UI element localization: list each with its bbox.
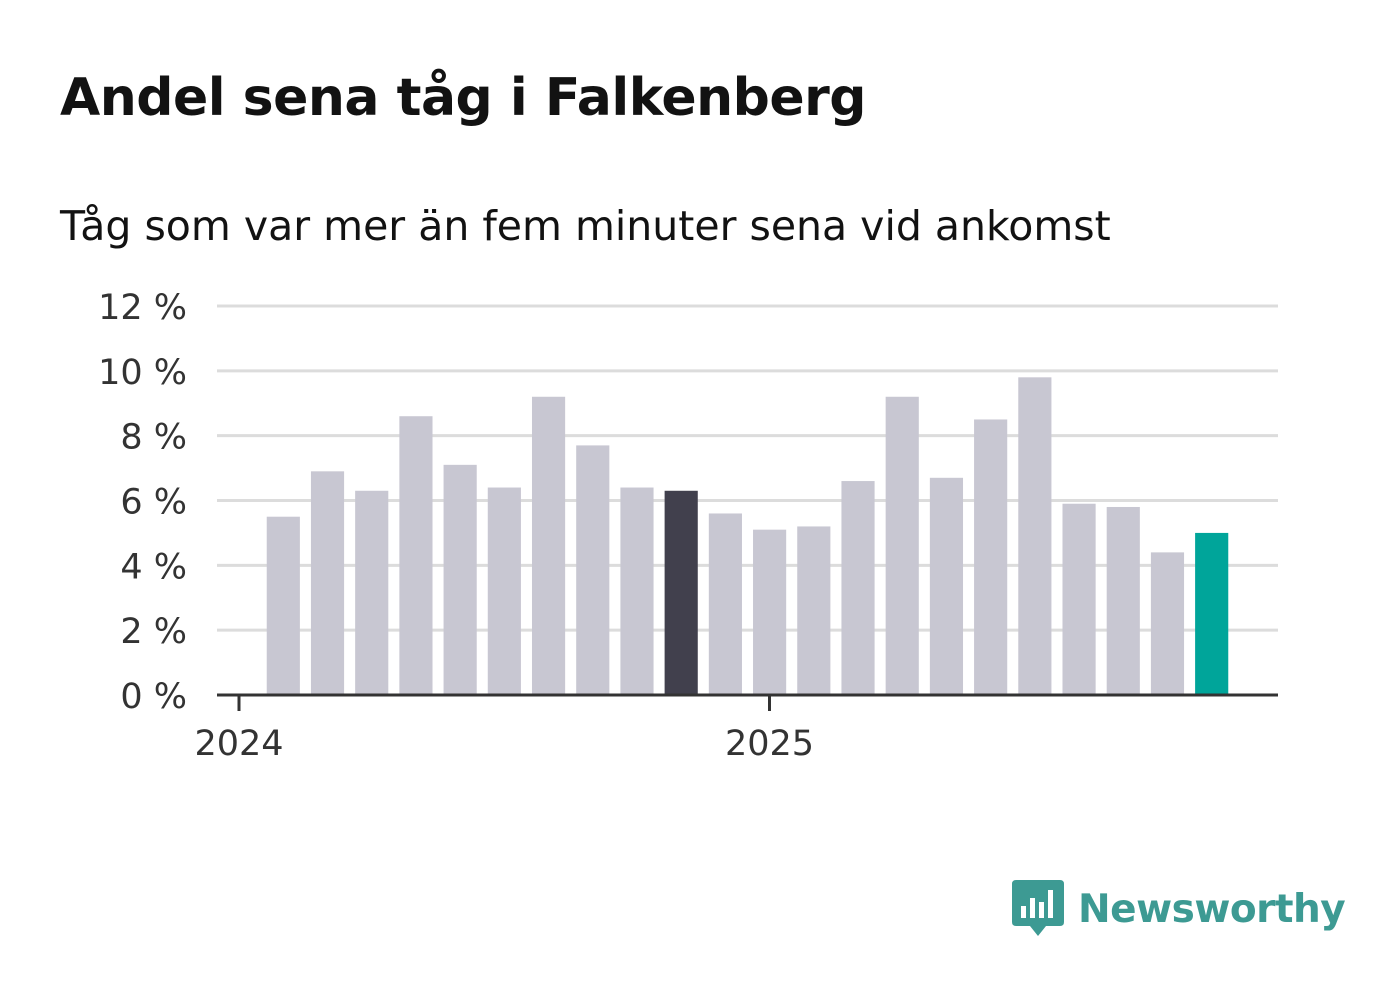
bar-2025-03 — [841, 481, 875, 695]
newsworthy-logo: Newsworthy — [1010, 878, 1346, 940]
brand-name: Newsworthy — [1078, 886, 1346, 932]
bar-2024-08 — [531, 396, 566, 695]
chart-title: Andel sena tåg i Falkenberg — [60, 68, 867, 128]
y-tick-label: 6 % — [120, 483, 187, 523]
bar-2025-05 — [929, 477, 964, 695]
bar-2025-01 — [753, 529, 787, 695]
bar-2025-07 — [1018, 377, 1052, 695]
bar-2025-04 — [885, 396, 919, 695]
gridlines — [217, 304, 1278, 632]
bar-2024-04 — [355, 490, 389, 695]
x-tick-label: 2024 — [194, 724, 283, 764]
bar-2024-12 — [708, 513, 742, 695]
bar-2024-10 — [620, 487, 654, 695]
y-tick-label: 4 % — [120, 547, 187, 587]
newsworthy-logo-icon — [1012, 880, 1064, 936]
bar-2025-09 — [1106, 506, 1140, 695]
bar-2024-06 — [443, 464, 477, 695]
bar-2024-09 — [576, 445, 610, 695]
x-tick-label: 2025 — [725, 724, 814, 764]
bar-2025-08 — [1062, 503, 1096, 695]
y-tick-label: 2 % — [120, 612, 187, 652]
bar-2024-02 — [266, 516, 300, 695]
chart-subtitle: Tåg som var mer än fem minuter sena vid … — [60, 202, 1111, 250]
bar-2024-05 — [399, 416, 433, 695]
bar-2024-11 — [664, 490, 698, 695]
bar-2025-02 — [797, 526, 831, 695]
bar-2024-07 — [487, 487, 521, 695]
y-tick-label: 12 % — [98, 288, 187, 328]
bar-2025-06 — [974, 419, 1008, 695]
y-tick-label: 10 % — [98, 353, 187, 393]
bars — [266, 377, 1229, 695]
axes: 0 % 2 % 4 % 6 % 8 % 10 % 12 % 2024 2025 — [98, 288, 1278, 764]
bar-2025-11 — [1195, 532, 1229, 695]
y-tick-label: 8 % — [120, 418, 187, 458]
y-tick-label: 0 % — [120, 677, 187, 717]
bar-chart: 0 % 2 % 4 % 6 % 8 % 10 % 12 % 2024 2025 — [98, 288, 1278, 764]
bar-2024-03 — [310, 471, 345, 695]
bar-2025-10 — [1150, 552, 1185, 695]
